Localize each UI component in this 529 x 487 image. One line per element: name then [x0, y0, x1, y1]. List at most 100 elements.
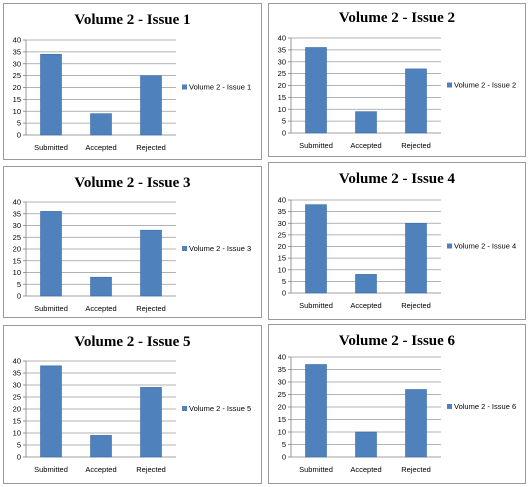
y-tick-label: 15 — [278, 415, 286, 424]
y-tick-label: 40 — [278, 34, 286, 43]
x-category-label: Rejected — [401, 301, 431, 310]
y-tick-label: 25 — [13, 393, 21, 402]
chart-title: Volume 2 - Issue 3 — [74, 175, 190, 191]
bar-chart: Volume 2 - Issue 5 0 5 10 15 20 25 30 35 40 Submit… — [13, 334, 251, 474]
y-tick-label: 40 — [13, 36, 21, 45]
x-category-label: Accepted — [85, 304, 116, 313]
legend-label: Volume 2 - Issue 3 — [189, 244, 251, 253]
chart-title: Volume 2 - Issue 2 — [339, 10, 455, 26]
y-tick-label: 5 — [17, 119, 21, 128]
chart-panel-issue-5: Volume 2 - Issue 5 0 5 10 15 20 25 30 35 40 Submit… — [3, 325, 262, 484]
bar-accepted — [355, 111, 377, 134]
x-category-label: Accepted — [85, 143, 116, 152]
y-tick-label: 30 — [278, 219, 286, 228]
y-tick-label: 30 — [278, 378, 286, 387]
y-tick-label: 5 — [17, 441, 21, 450]
y-tick-label: 10 — [278, 428, 286, 437]
y-tick-label: 40 — [13, 198, 21, 207]
y-tick-label: 10 — [278, 265, 286, 274]
x-category-label: Submitted — [299, 141, 333, 150]
x-category-label: Rejected — [136, 465, 166, 474]
y-tick-label: 20 — [13, 405, 21, 414]
legend-label: Volume 2 - Issue 1 — [189, 83, 251, 92]
x-category-label: Accepted — [350, 465, 381, 474]
bar-chart: Volume 2 - Issue 6 0 5 10 15 20 25 30 35 40 Submit… — [278, 333, 516, 474]
bar-rejected — [140, 387, 162, 458]
y-tick-label: 40 — [278, 196, 286, 205]
y-tick-label: 35 — [278, 45, 286, 54]
y-tick-label: 15 — [278, 93, 286, 102]
legend-label: Volume 2 - Issue 4 — [454, 242, 516, 251]
bar-rejected — [405, 222, 427, 294]
y-tick-label: 20 — [278, 242, 286, 251]
y-tick-label: 10 — [278, 105, 286, 114]
legend-label: Volume 2 - Issue 2 — [454, 81, 516, 90]
bar-submitted — [40, 211, 62, 297]
bar-rejected — [140, 75, 162, 136]
y-tick-label: 20 — [13, 83, 21, 92]
x-category-label: Accepted — [85, 465, 116, 474]
legend-swatch — [182, 84, 187, 90]
y-tick-label: 40 — [278, 353, 286, 362]
bar-submitted — [305, 47, 327, 134]
bar-rejected — [405, 389, 427, 458]
y-tick-label: 30 — [13, 59, 21, 68]
x-category-label: Submitted — [34, 304, 68, 313]
x-category-label: Rejected — [136, 143, 166, 152]
x-category-label: Rejected — [401, 465, 431, 474]
legend-label: Volume 2 - Issue 6 — [454, 402, 516, 411]
x-category-label: Submitted — [34, 465, 68, 474]
y-tick-label: 15 — [13, 95, 21, 104]
y-tick-label: 35 — [13, 47, 21, 56]
bar-accepted — [90, 276, 112, 297]
y-tick-label: 35 — [13, 209, 21, 218]
y-tick-label: 0 — [282, 129, 286, 138]
y-tick-label: 20 — [278, 403, 286, 412]
y-tick-label: 20 — [278, 81, 286, 90]
bar-rejected — [140, 229, 162, 297]
bar-submitted — [40, 365, 62, 458]
x-category-label: Rejected — [401, 141, 431, 150]
y-tick-label: 10 — [13, 429, 21, 438]
chart-title: Volume 2 - Issue 5 — [74, 334, 190, 350]
y-tick-label: 20 — [13, 245, 21, 254]
chart-title: Volume 2 - Issue 6 — [339, 333, 456, 349]
y-tick-label: 15 — [278, 254, 286, 263]
legend-swatch — [447, 243, 452, 249]
chart-title: Volume 2 - Issue 4 — [339, 171, 456, 187]
y-tick-label: 25 — [278, 69, 286, 78]
y-tick-label: 5 — [282, 440, 286, 449]
x-category-label: Accepted — [350, 141, 381, 150]
chart-panel-issue-1: Volume 2 - Issue 1 0 5 10 15 20 25 30 35 40 Submit… — [3, 3, 262, 160]
x-category-label: Accepted — [350, 301, 381, 310]
y-tick-label: 5 — [282, 117, 286, 126]
y-tick-label: 35 — [13, 369, 21, 378]
bar-accepted — [355, 274, 377, 294]
legend-label: Volume 2 - Issue 5 — [189, 404, 251, 413]
y-tick-label: 30 — [278, 57, 286, 66]
y-tick-label: 0 — [17, 131, 21, 140]
legend-swatch — [447, 82, 452, 88]
bar-accepted — [355, 431, 377, 458]
y-tick-label: 40 — [13, 357, 21, 366]
y-tick-label: 10 — [13, 107, 21, 116]
chart-panel-issue-3: Volume 2 - Issue 3 0 5 10 15 20 25 30 35 40 Submit… — [3, 166, 262, 318]
y-tick-label: 0 — [17, 292, 21, 301]
y-tick-label: 5 — [282, 277, 286, 286]
y-tick-label: 25 — [278, 390, 286, 399]
bar-accepted — [90, 435, 112, 458]
y-tick-label: 0 — [17, 453, 21, 462]
y-tick-label: 10 — [13, 268, 21, 277]
legend-swatch — [182, 406, 187, 411]
x-category-label: Rejected — [136, 304, 166, 313]
y-tick-label: 15 — [13, 417, 21, 426]
x-category-label: Submitted — [299, 301, 333, 310]
bar-chart: Volume 2 - Issue 2 0 5 10 15 20 25 30 35 40 Submit… — [278, 10, 516, 150]
chart-panel-issue-2: Volume 2 - Issue 2 0 5 10 15 20 25 30 35 40 Submit… — [268, 3, 526, 157]
bar-submitted — [305, 204, 327, 294]
y-tick-label: 25 — [13, 71, 21, 80]
x-category-label: Submitted — [299, 465, 333, 474]
chart-title: Volume 2 - Issue 1 — [74, 12, 190, 28]
bar-chart: Volume 2 - Issue 3 0 5 10 15 20 25 30 35 40 Submit… — [13, 175, 251, 313]
bar-chart: Volume 2 - Issue 1 0 5 10 15 20 25 30 35 40 Submit… — [13, 12, 251, 152]
